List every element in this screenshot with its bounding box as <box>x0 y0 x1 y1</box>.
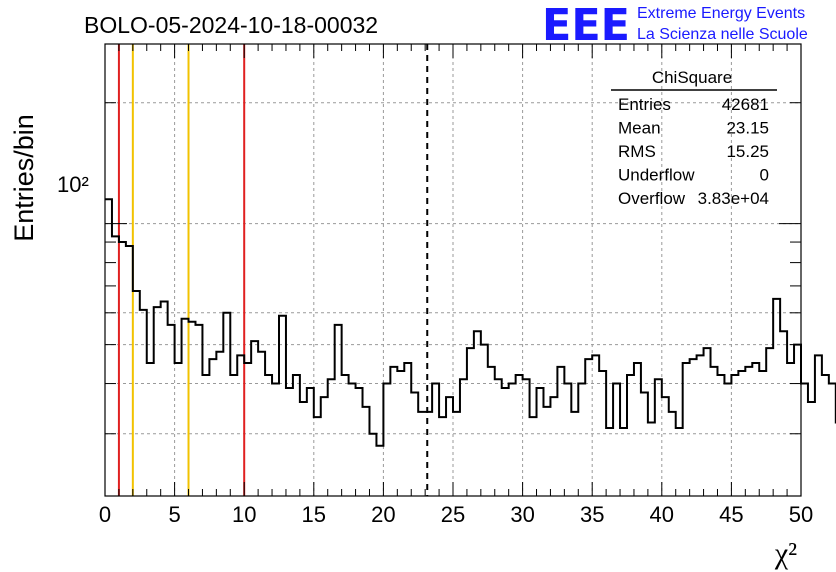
stats-label-3: Underflow <box>618 166 695 185</box>
x-axis-ticks: 0 5 10 15 20 25 30 35 40 45 50 <box>99 44 813 527</box>
stats-rows: Entries 42681 Mean 23.15 RMS 15.25 Underflow 0 O… <box>618 95 769 208</box>
stats-value-4: 3.83e+04 <box>698 189 769 208</box>
logo-line-2: La Scienza nelle Scuole <box>637 26 808 43</box>
stats-label-4: Overflow <box>618 189 686 208</box>
stats-box: ChiSquare Entries 42681 Mean 23.15 RMS 15.25 U… <box>611 68 777 208</box>
x-tick-label-4: 20 <box>371 502 395 527</box>
y-axis-ticks <box>105 102 801 435</box>
x-tick-label-3: 15 <box>302 502 326 527</box>
histogram-series <box>105 198 836 447</box>
stats-value-3: 0 <box>760 166 769 185</box>
x-tick-label-7: 35 <box>580 502 604 527</box>
x-tick-label-2: 10 <box>232 502 256 527</box>
x-tick-label-1: 5 <box>168 502 180 527</box>
eee-logo: EEE Extreme Energy Events La Scienza nel… <box>542 0 808 51</box>
x-tick-label-10: 50 <box>789 502 813 527</box>
stats-value-2: 15.25 <box>726 142 769 161</box>
x-tick-label-0: 0 <box>99 502 111 527</box>
x-tick-label-8: 40 <box>650 502 674 527</box>
logo-line-1: Extreme Energy Events <box>637 5 805 22</box>
x-tick-label-9: 45 <box>719 502 743 527</box>
y-tick-label-100: 10² <box>57 172 89 197</box>
stats-label-1: Mean <box>618 119 661 138</box>
reference-lines <box>117 44 429 496</box>
x-tick-label-5: 25 <box>441 502 465 527</box>
chart-title: BOLO-05-2024-10-18-00032 <box>84 12 378 38</box>
x-tick-label-6: 30 <box>510 502 534 527</box>
stats-value-1: 23.15 <box>726 119 769 138</box>
stats-label-2: RMS <box>618 142 656 161</box>
stats-name: ChiSquare <box>652 68 732 87</box>
x-axis-label: χ² <box>774 537 797 570</box>
logo-mark: EEE <box>542 0 630 51</box>
y-axis-label: Entries/bin <box>9 114 39 242</box>
stats-value-0: 42681 <box>722 95 769 114</box>
grid-lines <box>105 44 801 496</box>
stats-label-0: Entries <box>618 95 671 114</box>
